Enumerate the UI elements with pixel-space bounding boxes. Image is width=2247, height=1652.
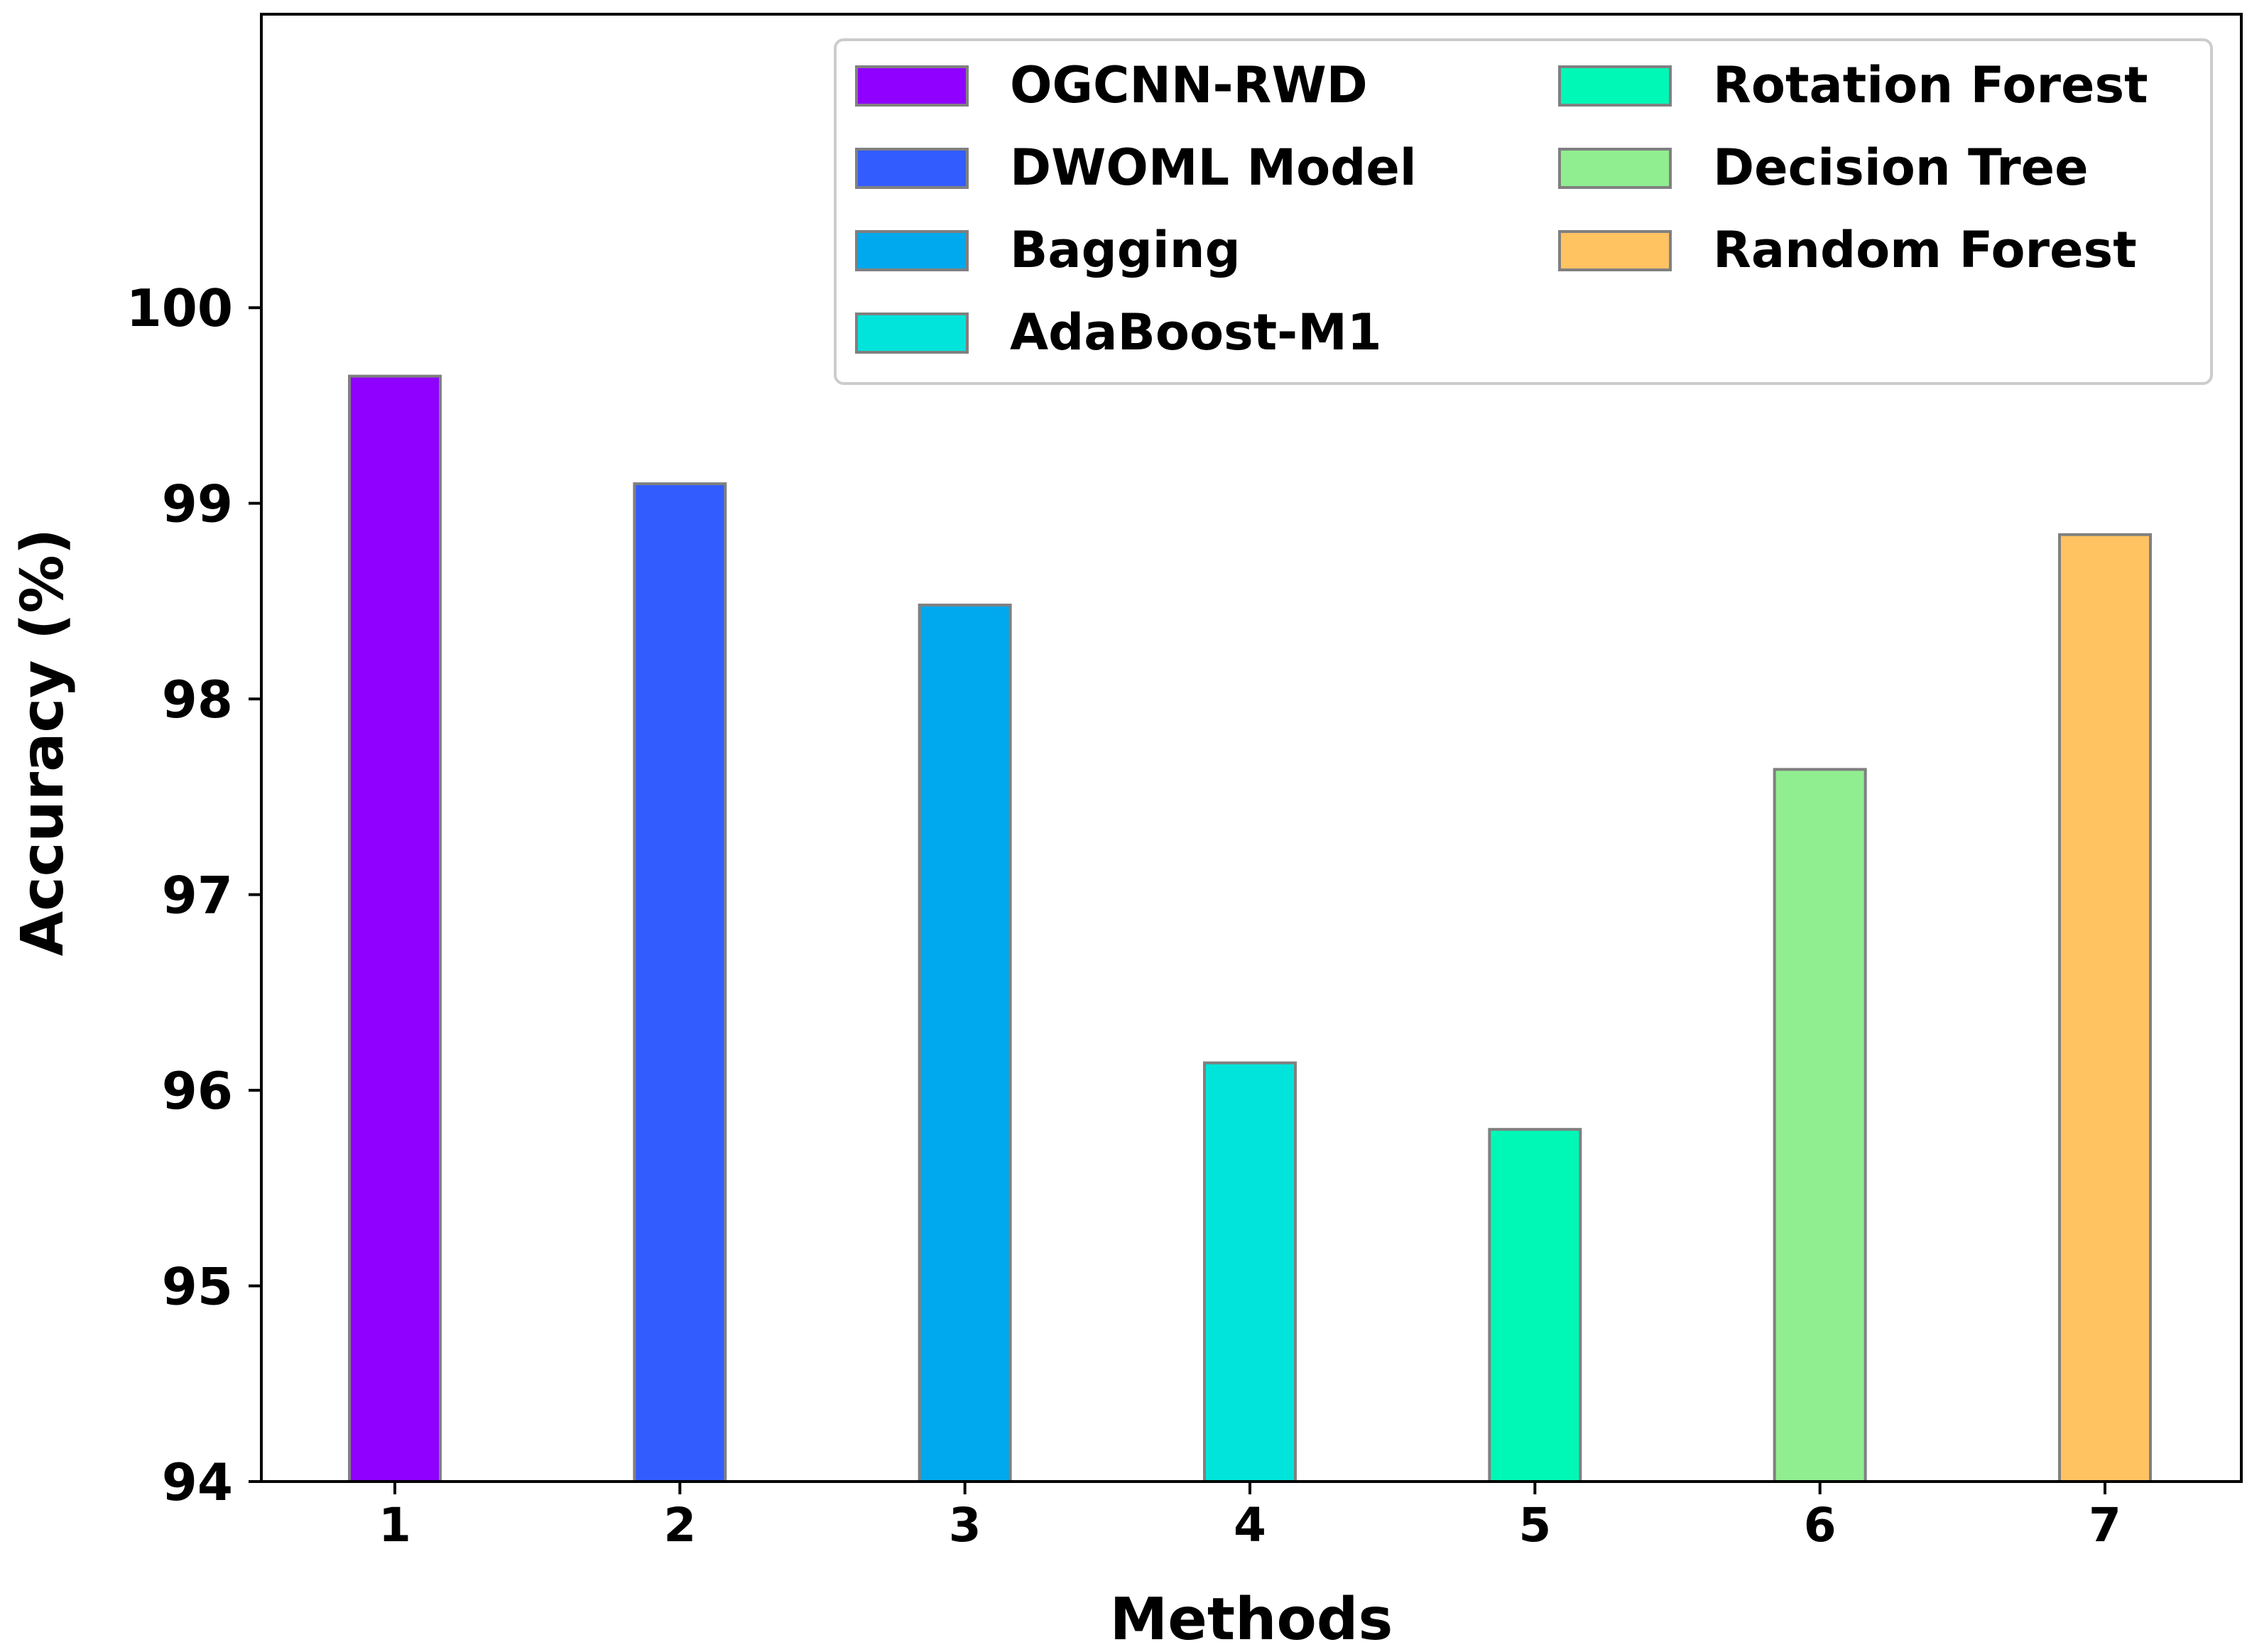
x-tick-label: 2 [663, 1498, 696, 1553]
legend-swatch-adaboost-m1 [855, 313, 969, 354]
x-tick-label: 5 [1518, 1498, 1551, 1553]
legend-label-random-forest: Random Forest [1713, 221, 2137, 279]
x-tick-label: 3 [949, 1498, 981, 1553]
x-tick-label: 4 [1234, 1498, 1266, 1553]
legend: OGCNN-RWD DWOML Model Bagging AdaBoost-M1 Ro… [834, 38, 2213, 385]
bar-decision-tree [1773, 768, 1867, 1484]
bar-rotation-forest [1488, 1128, 1582, 1484]
bar-adaboost-m1 [1203, 1061, 1297, 1483]
legend-label-ogcnn-rwd: OGCNN-RWD [1010, 56, 1368, 114]
legend-label-bagging: Bagging [1010, 221, 1241, 279]
legend-label-adaboost-m1: AdaBoost-M1 [1010, 303, 1382, 362]
legend-swatch-bagging [855, 230, 969, 271]
x-axis: 1 2 3 4 5 6 7 [379, 1482, 2121, 1553]
legend-swatch-dwoml-model [855, 148, 969, 189]
legend-swatch-random-forest [1558, 230, 1672, 271]
y-tick-label: 96 [162, 1061, 233, 1121]
y-tick-label: 94 [162, 1452, 233, 1512]
x-tick-label: 7 [2089, 1498, 2121, 1553]
bar-bagging [918, 603, 1012, 1484]
legend-swatch-ogcnn-rwd [855, 65, 969, 107]
legend-label-rotation-forest: Rotation Forest [1713, 56, 2148, 114]
y-tick-label: 97 [162, 866, 233, 925]
y-tick-label: 100 [126, 278, 233, 338]
bar-ogcnn-rwd [348, 374, 442, 1484]
legend-label-decision-tree: Decision Tree [1713, 138, 2089, 197]
legend-label-dwoml-model: DWOML Model [1010, 138, 1417, 197]
y-tick-label: 99 [162, 474, 233, 534]
bar-random-forest [2058, 533, 2152, 1483]
bar-dwoml-model [633, 482, 727, 1483]
legend-swatch-decision-tree [1558, 148, 1672, 189]
x-tick-label: 6 [1804, 1498, 1837, 1553]
bars-group [348, 374, 2152, 1484]
y-tick-label: 95 [162, 1257, 233, 1317]
legend-frame [834, 38, 2213, 385]
x-axis-title: Methods [1110, 1586, 1393, 1652]
x-tick-label: 1 [379, 1498, 411, 1553]
legend-swatch-rotation-forest [1558, 65, 1672, 107]
y-tick-label: 98 [162, 670, 233, 729]
y-axis-title: Accuracy (%) [9, 528, 77, 957]
y-axis: 94 95 96 97 98 99 100 [126, 278, 261, 1512]
